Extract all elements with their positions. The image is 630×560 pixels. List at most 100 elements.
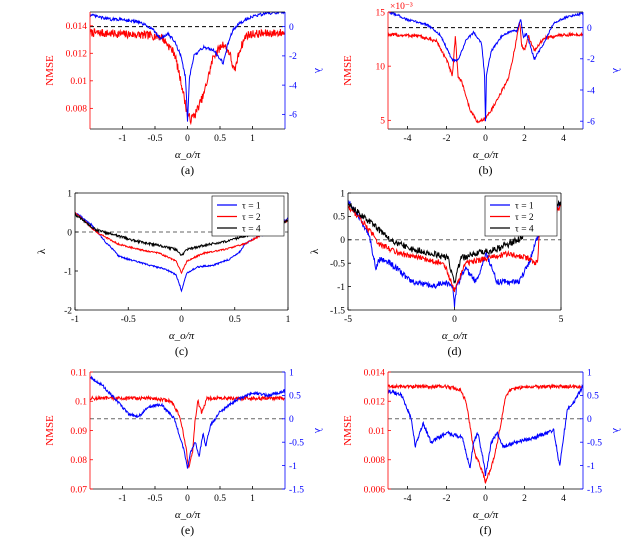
x-tick-label: -1: [71, 315, 79, 325]
panel-caption: (e): [181, 523, 194, 537]
series-line-2-1: [75, 212, 288, 275]
x-tick-label: 1: [250, 494, 255, 504]
y-tick-label-left: -1: [64, 267, 72, 277]
panel-caption: (f): [480, 523, 492, 537]
panel-caption: (b): [479, 163, 493, 177]
x-tick-label: 0: [185, 134, 190, 144]
y-tick-label-right: -1: [587, 462, 595, 472]
legend-label: τ = 1: [515, 201, 534, 211]
y-tick-label-left: 0.07: [70, 485, 87, 495]
y-tick-label-left: 0.08: [70, 456, 87, 466]
panel-b: -4 -2 0 2 4 5 10 15 -6 -4 -2 0 ×10⁻³ α_o/π (b) NMSE λ: [342, 2, 622, 177]
series-line-2-1: [348, 204, 561, 293]
y-tick-label-left: 0.014: [364, 368, 386, 378]
x-tick-label: 0: [483, 494, 488, 504]
y-tick-label-right: 1: [587, 368, 592, 378]
x-tick-label: 1: [250, 134, 255, 144]
y-tick-label-left: 0: [340, 236, 345, 246]
x-tick-label: 0: [483, 134, 488, 144]
x-tick-label: 0: [452, 315, 457, 325]
y-tick-label-left: 0.1: [75, 398, 87, 408]
legend: τ = 1 τ = 2τ = 4: [484, 195, 558, 237]
x-tick-label: 0.5: [229, 315, 241, 325]
y-axis-label-left: NMSE: [342, 415, 354, 446]
x-axis-label: α_o/π: [175, 509, 201, 521]
legend-label: τ = 4: [242, 224, 261, 234]
panel-caption: (c): [175, 344, 188, 358]
x-tick-label: -4: [404, 494, 412, 504]
series-line-nmse-0: [90, 394, 285, 469]
x-tick-label: 4: [561, 494, 566, 504]
y-axis-label-right: λ: [312, 428, 324, 434]
panel-e: -1 -0.5 0 0.5 1 0.07 0.08 0.09 0.1 0.11 -1.5 -1 -0.5…: [44, 368, 324, 537]
y-tick-label-left: -0.5: [330, 260, 345, 270]
y-tick-label-right: 0: [587, 415, 592, 425]
x-tick-label: 0.5: [214, 134, 226, 144]
y-tick-label-right: -2: [289, 52, 297, 62]
x-axis-label: α_o/π: [473, 509, 499, 521]
x-axis-label: α_o/π: [169, 330, 195, 342]
y-axis-label-left: NMSE: [44, 55, 56, 86]
y-tick-label-right: -6: [587, 118, 595, 128]
y-tick-label-left: -1.5: [330, 306, 345, 316]
series-line-nmse-0: [388, 383, 583, 484]
x-tick-label: 0: [185, 494, 190, 504]
y-tick-label-right: 0.5: [289, 392, 301, 402]
y-tick-label-right: -1: [289, 462, 297, 472]
y-tick-label-left: 15: [376, 8, 386, 18]
y-tick-label-right: -6: [289, 111, 297, 121]
y-tick-label-right: -1.5: [289, 485, 304, 495]
series-line-nmse-0: [90, 28, 285, 126]
y-tick-label-left: 0.008: [66, 105, 88, 115]
y-axis-label-left: NMSE: [44, 415, 56, 446]
y-tick-label-left: 5: [380, 117, 385, 127]
y-tick-label-left: 10: [376, 62, 386, 72]
y-axis-label-right: λ: [610, 428, 622, 434]
y-tick-label-left: 0: [67, 228, 72, 238]
panel-d: -5 0 5 -1.5 -1 -0.5 0 0.5 1 α_o/π (d) λ τ = 1 τ = 2τ …: [309, 189, 564, 358]
y-tick-label-right: -1.5: [587, 485, 602, 495]
x-axis-label: α_o/π: [442, 330, 468, 342]
series-line-lambda-1: [388, 12, 583, 122]
panel-f: -4 -2 0 2 4 0.006 0.008 0.01 0.012 0.014 -1.5 -1 -0.…: [342, 368, 622, 537]
series-line-lambda-1: [388, 383, 583, 476]
y-tick-label-right: 1: [289, 368, 294, 378]
legend-label: τ = 2: [242, 213, 261, 223]
y-tick-label-right: -2: [587, 55, 595, 65]
y-tick-label-right: -0.5: [587, 439, 602, 449]
y-tick-label-right: 0: [289, 415, 294, 425]
legend-label: τ = 2: [515, 213, 534, 223]
x-tick-label: 0: [179, 315, 184, 325]
y-tick-label-left: 0.006: [364, 485, 386, 495]
x-tick-label: -0.5: [147, 134, 162, 144]
y-tick-label-right: 0: [289, 23, 294, 33]
y-axis-label-right: λ: [312, 68, 324, 74]
y-tick-label-left: 0.01: [70, 77, 87, 87]
y-tick-label-left: 0.01: [368, 427, 385, 437]
x-tick-label: 2: [522, 134, 527, 144]
x-tick-label: 4: [561, 134, 566, 144]
panel-caption: (a): [181, 163, 194, 177]
y-tick-label-left: 0.008: [364, 456, 386, 466]
y-tick-label-left: 0.09: [70, 427, 87, 437]
x-tick-label: -4: [404, 134, 412, 144]
x-tick-label: -1: [119, 494, 127, 504]
legend-label: τ = 4: [515, 224, 534, 234]
y-axis-label-left: λ: [309, 248, 321, 254]
x-tick-label: -0.5: [121, 315, 136, 325]
y-tick-label-right: -4: [289, 81, 297, 91]
x-tick-label: -2: [443, 134, 451, 144]
y-tick-label-left: -2: [64, 306, 72, 316]
y-tick-label-right: -0.5: [289, 439, 304, 449]
y-tick-label-right: 0: [587, 24, 592, 34]
y-tick-label-right: -4: [587, 86, 595, 96]
x-tick-label: 2: [522, 494, 527, 504]
y-tick-label-left: 1: [67, 189, 72, 199]
y-tick-label-left: 0.5: [333, 213, 345, 223]
y-tick-label-left: 0.012: [364, 398, 386, 408]
y-tick-label-left: -1: [337, 283, 345, 293]
x-axis-label: α_o/π: [473, 149, 499, 161]
x-tick-label: -0.5: [147, 494, 162, 504]
